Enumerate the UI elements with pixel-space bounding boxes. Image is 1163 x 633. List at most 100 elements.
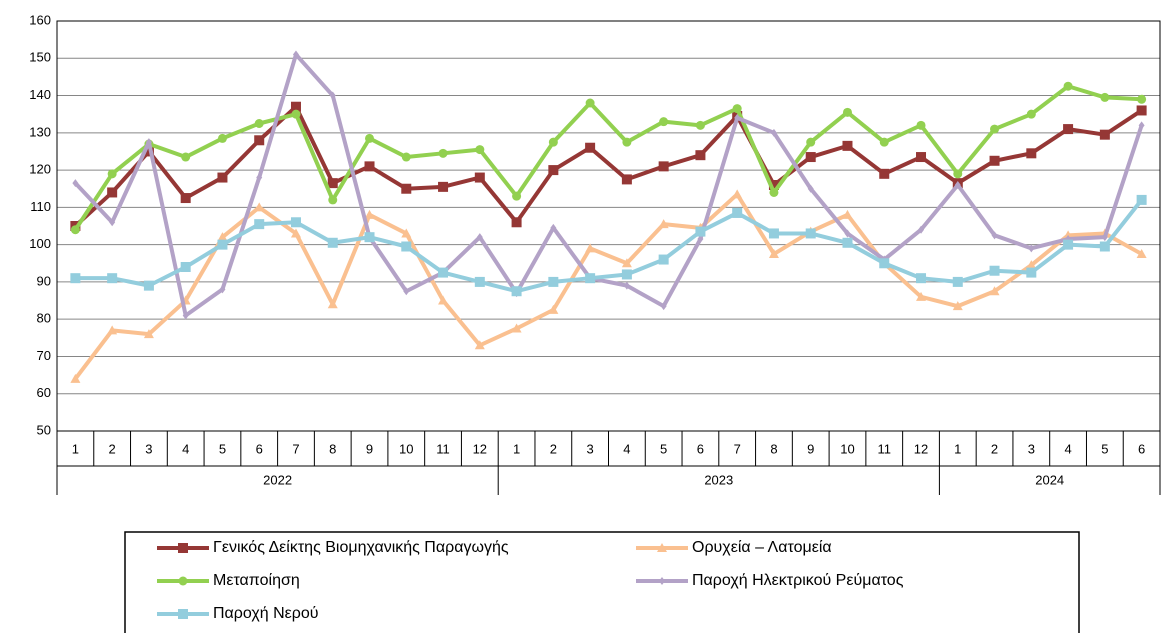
marker [1099,129,1110,140]
marker [70,225,80,235]
marker [512,191,522,201]
x-tick-label: 3 [1028,441,1035,456]
marker [365,133,375,143]
x-tick-label: 10 [840,441,854,456]
marker [660,302,667,311]
marker [806,137,816,147]
marker [807,184,814,193]
marker [475,145,485,155]
marker [290,217,301,228]
x-tick-label: 2 [109,441,116,456]
marker [401,183,412,194]
marker [1026,148,1037,159]
marker [217,133,227,143]
marker [989,155,1000,166]
marker [585,243,596,253]
marker [1136,248,1147,258]
legend-label: Ορυχεία – Λατομεία [692,539,832,556]
x-tick-label: 7 [734,441,741,456]
legend: Γενικός Δείκτης Βιομηχανικής Παραγωγής Ορ… [124,531,1080,633]
marker [1136,105,1147,116]
marker [621,174,632,185]
marker [768,228,779,239]
x-tick-label: 6 [256,441,263,456]
marker [145,138,152,147]
marker [954,181,961,189]
marker [474,276,485,287]
marker [364,232,375,243]
marker [548,137,558,147]
x-tick-label: 4 [1064,441,1071,456]
legend-marker [178,543,188,553]
marker [952,276,963,287]
marker [438,267,449,278]
legend-marker [178,609,188,619]
plot-border [56,20,1161,432]
marker [107,325,118,335]
legend-label: Γενικός Δείκτης Βιομηχανικής Παραγωγής [213,539,509,556]
marker [70,273,81,284]
marker [879,168,890,179]
marker [732,104,742,114]
x-tick-label: 12 [473,441,487,456]
marker [328,195,338,205]
y-tick-label: 80 [37,311,51,326]
y-tick-label: 100 [29,236,51,251]
marker [953,169,963,179]
y-tick-label: 110 [30,199,51,214]
marker [290,101,301,112]
marker [585,142,596,153]
y-tick-label: 120 [29,162,51,177]
marker [805,152,816,163]
marker [658,254,669,265]
marker [254,135,265,146]
y-tick-label: 150 [29,50,51,65]
x-group-label: 2023 [704,472,733,487]
marker [952,301,963,311]
x-tick-label: 1 [954,441,961,456]
marker [842,107,852,117]
x-group-label: 2022 [263,472,292,487]
marker [109,218,116,227]
marker [770,128,777,137]
marker [1026,109,1036,119]
marker [548,304,559,314]
marker [403,287,410,296]
y-tick-label: 50 [37,422,51,437]
x-tick-label: 4 [623,441,630,456]
marker [695,150,706,161]
marker [511,286,522,297]
marker [1136,194,1147,205]
series-line [75,198,1144,294]
marker [1063,124,1074,135]
marker [842,209,853,219]
marker [107,169,117,179]
series-line [73,192,1143,381]
marker [511,217,522,228]
marker [916,273,927,284]
marker [732,189,743,199]
marker [364,209,375,219]
marker [879,258,890,269]
marker [1101,233,1108,242]
marker [989,286,1000,296]
series-line [73,52,1144,318]
legend-box [124,531,1080,633]
marker [290,228,301,238]
legend-marker [657,543,667,552]
marker [70,373,81,383]
marker [217,232,228,242]
x-tick-label: 5 [1101,441,1108,456]
marker [217,172,228,183]
x-tick-label: 8 [770,441,777,456]
x-tick-label: 11 [878,441,892,456]
marker [550,223,557,232]
marker [180,193,191,204]
marker [1026,267,1037,278]
marker [732,207,743,218]
marker [401,228,412,238]
legend-marker [178,576,188,586]
marker [292,50,299,59]
marker [1138,121,1145,130]
marker [989,265,1000,276]
